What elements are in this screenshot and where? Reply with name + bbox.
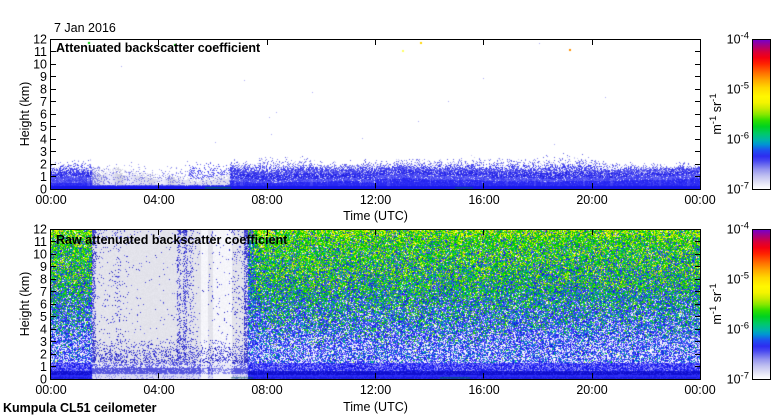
svg-text:m-1 sr-1: m-1 sr-1 (708, 93, 724, 134)
svg-text:7: 7 (40, 95, 47, 109)
svg-text:08:00: 08:00 (251, 383, 282, 397)
svg-text:10-4: 10-4 (727, 221, 749, 237)
svg-text:11: 11 (34, 45, 47, 59)
svg-text:00:00: 00:00 (35, 383, 66, 397)
svg-text:5: 5 (40, 310, 47, 324)
svg-text:3: 3 (40, 145, 47, 159)
svg-text:10-4: 10-4 (727, 31, 749, 47)
svg-text:10-7: 10-7 (727, 371, 749, 387)
svg-text:5: 5 (40, 120, 47, 134)
svg-text:00:00: 00:00 (684, 383, 715, 397)
svg-text:10: 10 (33, 248, 47, 262)
svg-text:4: 4 (40, 323, 47, 337)
svg-text:4: 4 (40, 133, 47, 147)
svg-text:Time (UTC): Time (UTC) (343, 400, 408, 414)
svg-text:20:00: 20:00 (576, 383, 607, 397)
svg-text:10-7: 10-7 (727, 181, 749, 197)
svg-text:11: 11 (34, 235, 47, 249)
svg-text:m-1 sr-1: m-1 sr-1 (708, 283, 724, 324)
svg-text:Time (UTC): Time (UTC) (343, 209, 408, 223)
svg-text:10-6: 10-6 (727, 131, 749, 147)
svg-text:Attenuated backscatter coeffic: Attenuated backscatter coefficient (56, 41, 261, 55)
svg-text:12:00: 12:00 (360, 383, 391, 397)
svg-text:20:00: 20:00 (576, 193, 607, 207)
svg-text:Kumpula CL51 ceilometer: Kumpula CL51 ceilometer (3, 401, 157, 415)
svg-text:Height (km): Height (km) (18, 272, 32, 337)
svg-text:12: 12 (33, 223, 47, 237)
svg-text:0: 0 (40, 373, 47, 387)
svg-text:1: 1 (40, 360, 47, 374)
svg-text:04:00: 04:00 (143, 193, 174, 207)
svg-text:7: 7 (40, 285, 47, 299)
svg-text:08:00: 08:00 (251, 193, 282, 207)
svg-text:10-6: 10-6 (727, 321, 749, 337)
svg-text:04:00: 04:00 (143, 383, 174, 397)
svg-text:2: 2 (40, 348, 47, 362)
svg-text:16:00: 16:00 (468, 383, 499, 397)
svg-text:10: 10 (33, 58, 47, 72)
svg-text:16:00: 16:00 (468, 193, 499, 207)
svg-text:8: 8 (40, 83, 47, 97)
svg-text:1: 1 (40, 170, 47, 184)
svg-text:6: 6 (40, 298, 47, 312)
svg-text:7 Jan 2016: 7 Jan 2016 (54, 21, 116, 35)
svg-text:Raw attenuated backscatter coe: Raw attenuated backscatter coefficient (56, 233, 288, 247)
svg-text:12:00: 12:00 (360, 193, 391, 207)
svg-text:10-5: 10-5 (727, 271, 749, 287)
svg-text:00:00: 00:00 (684, 193, 715, 207)
svg-text:2: 2 (40, 158, 47, 172)
svg-text:8: 8 (40, 273, 47, 287)
svg-text:Height (km): Height (km) (18, 82, 32, 147)
svg-text:0: 0 (40, 183, 47, 197)
svg-text:9: 9 (40, 70, 47, 84)
svg-text:10-5: 10-5 (727, 81, 749, 97)
svg-text:00:00: 00:00 (35, 193, 66, 207)
svg-text:6: 6 (40, 108, 47, 122)
svg-text:12: 12 (33, 33, 47, 47)
svg-text:3: 3 (40, 335, 47, 349)
svg-text:9: 9 (40, 260, 47, 274)
